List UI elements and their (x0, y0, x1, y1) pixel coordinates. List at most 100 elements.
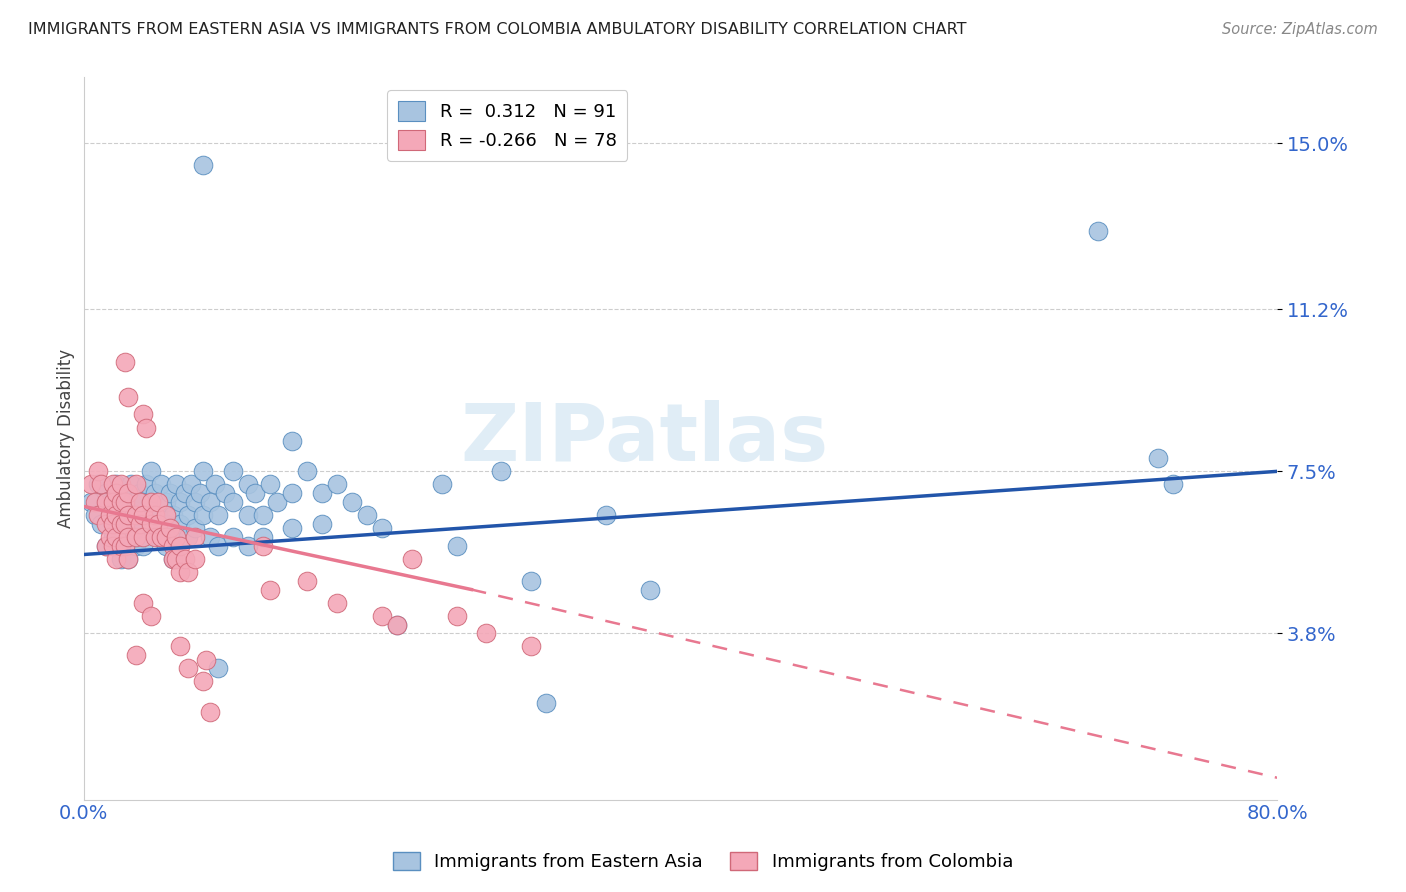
Point (177, 508, 200, 522)
Point (191, 464, 214, 478)
Point (143, 508, 166, 522)
Point (401, 552, 423, 566)
Point (150, 477, 173, 491)
Point (297, 574, 319, 588)
Point (534, 696, 557, 710)
Point (110, 552, 132, 566)
Point (207, 508, 229, 522)
Point (155, 495, 177, 509)
Point (80, 495, 103, 509)
Point (236, 539, 259, 553)
Point (117, 530, 139, 544)
Point (243, 486, 266, 500)
Point (155, 539, 177, 553)
Point (159, 486, 181, 500)
Point (177, 661, 200, 675)
Point (98, 508, 121, 522)
Point (155, 516, 177, 531)
Point (177, 530, 200, 544)
Point (105, 477, 128, 491)
Point (105, 486, 128, 500)
Point (162, 530, 184, 544)
Point (129, 486, 152, 500)
Point (446, 539, 468, 553)
Point (150, 530, 173, 544)
Point (139, 521, 162, 535)
Legend: R =  0.312   N = 91, R = -0.266   N = 78: R = 0.312 N = 91, R = -0.266 N = 78 (387, 90, 627, 161)
Point (162, 552, 184, 566)
Point (174, 552, 197, 566)
Point (110, 477, 132, 491)
Point (169, 495, 191, 509)
Point (162, 552, 184, 566)
Point (132, 508, 155, 522)
Point (159, 521, 181, 535)
Point (191, 508, 214, 522)
Point (94, 486, 117, 500)
Point (169, 516, 191, 531)
Point (114, 495, 136, 509)
Point (114, 486, 136, 500)
Point (340, 495, 363, 509)
Point (132, 596, 155, 610)
Point (135, 420, 157, 434)
Point (188, 486, 211, 500)
Point (191, 674, 214, 689)
Point (132, 408, 155, 422)
Point (326, 596, 349, 610)
Point (252, 508, 274, 522)
Point (259, 582, 281, 597)
Point (200, 530, 222, 544)
Point (105, 530, 128, 544)
Point (110, 495, 132, 509)
Point (125, 530, 148, 544)
Point (491, 464, 513, 478)
Point (103, 477, 125, 491)
Point (446, 608, 468, 623)
Point (371, 521, 394, 535)
Point (204, 477, 226, 491)
Point (110, 539, 132, 553)
Text: ZIPatlas: ZIPatlas (460, 400, 828, 477)
Point (371, 608, 394, 623)
Point (356, 508, 378, 522)
Point (129, 516, 152, 531)
Point (125, 521, 148, 535)
Point (236, 477, 259, 491)
Point (520, 574, 543, 588)
Point (207, 539, 229, 553)
Point (281, 486, 304, 500)
Point (94, 495, 117, 509)
Y-axis label: Ambulatory Disability: Ambulatory Disability (58, 349, 75, 528)
Point (139, 516, 162, 531)
Point (222, 530, 245, 544)
Point (117, 508, 139, 522)
Point (311, 516, 333, 531)
Point (1161, 477, 1184, 491)
Point (135, 477, 157, 491)
Point (103, 530, 125, 544)
Point (94, 516, 117, 531)
Point (200, 495, 222, 509)
Point (252, 539, 274, 553)
Point (155, 508, 177, 522)
Point (184, 495, 207, 509)
Point (94, 539, 117, 553)
Point (87, 477, 110, 491)
Point (297, 464, 319, 478)
Point (169, 539, 191, 553)
Point (87, 508, 110, 522)
Point (129, 495, 152, 509)
Point (222, 495, 245, 509)
Point (162, 539, 184, 553)
Point (90, 477, 112, 491)
Point (146, 516, 169, 531)
Point (200, 705, 222, 719)
Point (259, 477, 281, 491)
Point (184, 552, 207, 566)
Point (143, 530, 166, 544)
Point (184, 521, 207, 535)
Point (139, 608, 162, 623)
Point (84, 508, 107, 522)
Point (281, 521, 304, 535)
